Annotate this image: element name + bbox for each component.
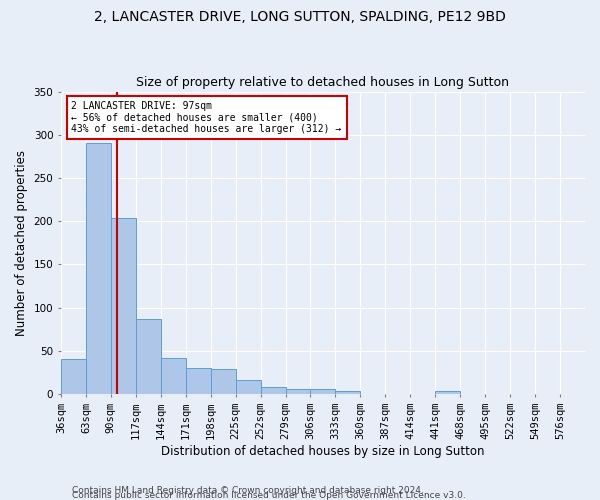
- Bar: [186, 368, 211, 394]
- Bar: [211, 369, 236, 394]
- Bar: [136, 319, 161, 394]
- X-axis label: Distribution of detached houses by size in Long Sutton: Distribution of detached houses by size …: [161, 444, 485, 458]
- Bar: [260, 387, 286, 394]
- Bar: [161, 358, 186, 394]
- Bar: [310, 390, 335, 394]
- Bar: [86, 143, 111, 394]
- Bar: [236, 380, 260, 394]
- Y-axis label: Number of detached properties: Number of detached properties: [15, 150, 28, 336]
- Text: Contains public sector information licensed under the Open Government Licence v3: Contains public sector information licen…: [72, 491, 466, 500]
- Text: 2, LANCASTER DRIVE, LONG SUTTON, SPALDING, PE12 9BD: 2, LANCASTER DRIVE, LONG SUTTON, SPALDIN…: [94, 10, 506, 24]
- Bar: [61, 360, 86, 394]
- Bar: [335, 391, 361, 394]
- Bar: [435, 391, 460, 394]
- Bar: [286, 390, 310, 394]
- Title: Size of property relative to detached houses in Long Sutton: Size of property relative to detached ho…: [136, 76, 509, 90]
- Text: Contains HM Land Registry data © Crown copyright and database right 2024.: Contains HM Land Registry data © Crown c…: [72, 486, 424, 495]
- Text: 2 LANCASTER DRIVE: 97sqm
← 56% of detached houses are smaller (400)
43% of semi-: 2 LANCASTER DRIVE: 97sqm ← 56% of detach…: [71, 101, 341, 134]
- Bar: [111, 218, 136, 394]
